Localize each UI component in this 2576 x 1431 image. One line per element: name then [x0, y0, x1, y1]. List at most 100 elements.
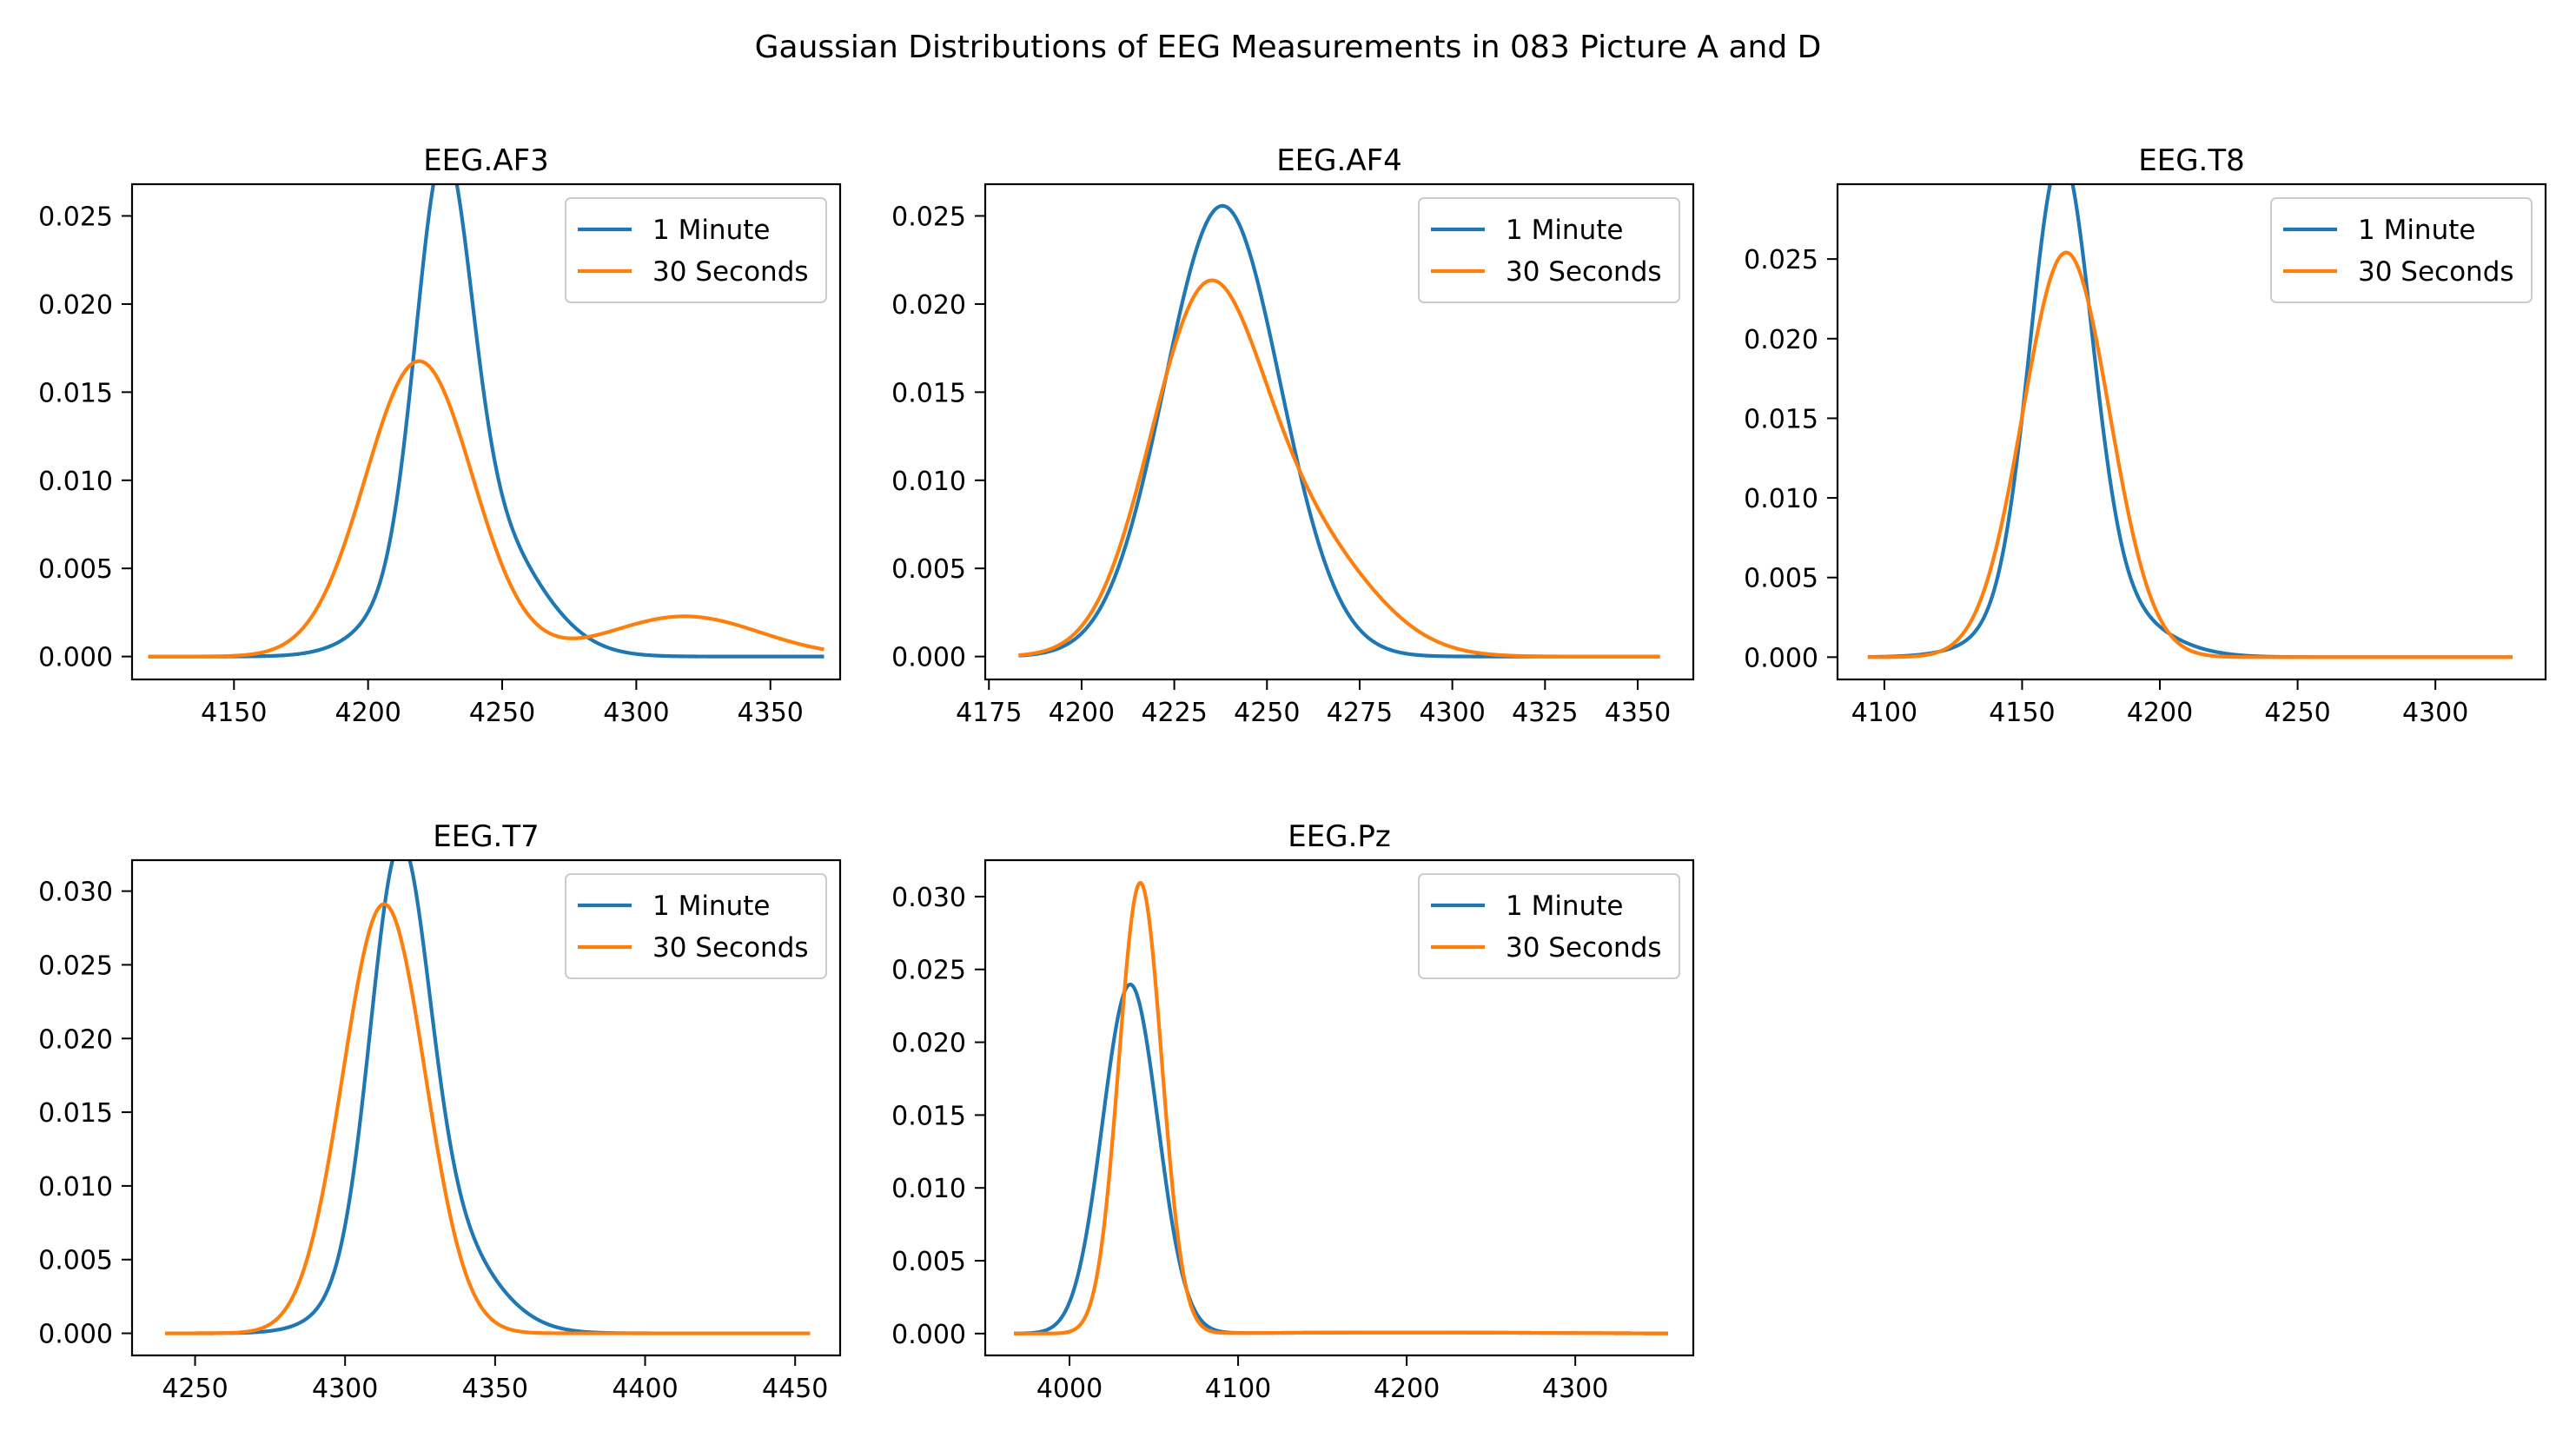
x-tick-label: 4250 [1234, 698, 1300, 728]
series-line-30-seconds [1867, 250, 2513, 659]
legend-label: 30 Seconds [2358, 256, 2514, 288]
x-tick-label: 4300 [603, 698, 669, 728]
y-tick-label: 0.025 [891, 956, 966, 986]
y-tick-label: 0.000 [38, 1320, 113, 1350]
x-tick-label: 4350 [738, 698, 804, 728]
y-tick-label: 0.015 [891, 1101, 966, 1131]
y-tick-label: 0.025 [891, 202, 966, 233]
x-tick-label: 4200 [334, 698, 401, 728]
y-tick-label: 0.030 [891, 883, 966, 913]
y-tick-label: 0.005 [891, 554, 966, 585]
y-tick-label: 0.010 [891, 1174, 966, 1204]
x-tick-label: 4300 [312, 1374, 378, 1404]
subplot-eeg-af3: EEG.AF3 4150 4200 4250 4300 4350 0.000 0.005 0.0… [38, 143, 842, 728]
legend: 1 Minute 30 Seconds [565, 197, 827, 303]
legend-label: 1 Minute [652, 215, 770, 246]
y-tick-label: 0.030 [38, 878, 113, 908]
x-tick-label: 4350 [462, 1374, 528, 1404]
y-tick-label: 0.005 [891, 1247, 966, 1277]
y-tick-label: 0.020 [891, 1029, 966, 1059]
legend-label: 30 Seconds [1506, 256, 1662, 288]
x-tick-label: 4250 [469, 698, 535, 728]
axes-frame [130, 182, 842, 681]
y-tick-label: 0.005 [1744, 564, 1818, 594]
x-tick-label: 4350 [1605, 698, 1671, 728]
x-tick-label: 4225 [1141, 698, 1207, 728]
series-line-30-seconds [1013, 880, 1669, 1335]
y-tick-label: 0.000 [891, 1320, 966, 1350]
x-tick-label: 4300 [1419, 698, 1485, 728]
x-tick-label: 4150 [1989, 698, 2055, 728]
subplot-title: EEG.T7 [433, 819, 540, 854]
y-tick-label: 0.020 [1744, 325, 1818, 355]
x-tick-label: 4250 [162, 1374, 228, 1404]
y-tick-label: 0.015 [1744, 404, 1818, 434]
legend-box [1418, 197, 1680, 303]
x-tick-label: 4000 [1036, 1374, 1103, 1404]
series-line-1-minute [147, 184, 825, 659]
x-tick-label: 4325 [1512, 698, 1578, 728]
subplot-eeg-af4: EEG.AF4 4175 4200 4225 4250 4275 4300 4325 4350 0… [891, 143, 1695, 728]
y-tick-label: 0.025 [38, 202, 113, 233]
axes-frame [983, 182, 1695, 681]
subplot-title: EEG.Pz [1288, 819, 1390, 854]
y-tick-label: 0.005 [38, 554, 113, 585]
x-tick-label: 4100 [1851, 698, 1917, 728]
legend: 1 Minute 30 Seconds [2270, 197, 2533, 303]
axes-frame [130, 858, 842, 1357]
legend: 1 Minute 30 Seconds [1418, 197, 1680, 303]
y-tick-label: 0.020 [891, 290, 966, 321]
y-tick-label: 0.000 [1744, 643, 1818, 673]
y-tick-label: 0.000 [38, 643, 113, 673]
y-tick-label: 0.010 [38, 467, 113, 497]
subplot-eeg-t8: EEG.T8 4100 4150 4200 4250 4300 0.000 0.005 0.01… [1744, 143, 2547, 728]
subplot-title: EEG.AF3 [423, 143, 549, 178]
series-line-30-seconds [1017, 278, 1661, 659]
y-tick-label: 0.015 [38, 378, 113, 408]
y-tick-label: 0.010 [891, 467, 966, 497]
y-tick-label: 0.020 [38, 1024, 113, 1055]
subplot-title: EEG.AF4 [1276, 143, 1402, 178]
y-tick-label: 0.005 [38, 1246, 113, 1276]
x-tick-label: 4200 [1049, 698, 1115, 728]
x-tick-label: 4300 [1542, 1374, 1608, 1404]
legend-label: 1 Minute [1506, 215, 1623, 246]
legend-label: 30 Seconds [652, 932, 809, 964]
legend-label: 1 Minute [1506, 891, 1623, 922]
series-line-30-seconds [147, 359, 825, 659]
axes-frame [983, 858, 1695, 1357]
x-tick-label: 4200 [1374, 1374, 1440, 1404]
subplot-title: EEG.T8 [2138, 143, 2245, 178]
x-tick-label: 4100 [1205, 1374, 1271, 1404]
y-tick-label: 0.010 [38, 1172, 113, 1202]
x-tick-label: 4250 [2264, 698, 2330, 728]
x-tick-label: 4150 [201, 698, 267, 728]
legend-box [1418, 873, 1680, 979]
y-tick-label: 0.015 [891, 378, 966, 408]
figure-title: Gaussian Distributions of EEG Measuremen… [754, 30, 1822, 65]
legend-label: 1 Minute [652, 891, 770, 922]
y-tick-label: 0.015 [38, 1098, 113, 1129]
legend-box [565, 873, 827, 979]
subplot-eeg-t7: EEG.T7 4250 4300 4350 4400 4450 0.000 0.005 0.01… [38, 819, 842, 1404]
x-tick-label: 4400 [612, 1374, 678, 1404]
series-line-30-seconds [164, 902, 811, 1335]
legend: 1 Minute 30 Seconds [565, 873, 827, 979]
subplot-eeg-pz: EEG.Pz 4000 4100 4200 4300 0.000 0.005 0.010 0.0… [891, 819, 1695, 1404]
legend: 1 Minute 30 Seconds [1418, 873, 1680, 979]
y-tick-label: 0.010 [1744, 484, 1818, 514]
y-tick-label: 0.025 [1744, 245, 1818, 275]
legend-box [2270, 197, 2533, 303]
y-tick-label: 0.025 [38, 951, 113, 981]
legend-label: 1 Minute [2358, 215, 2475, 246]
x-tick-label: 4175 [956, 698, 1022, 728]
axes-frame [1836, 182, 2547, 681]
legend-box [565, 197, 827, 303]
y-tick-label: 0.020 [38, 290, 113, 321]
legend-label: 30 Seconds [1506, 932, 1662, 964]
x-tick-label: 4200 [2127, 698, 2193, 728]
y-tick-label: 0.000 [891, 643, 966, 673]
x-tick-label: 4300 [2402, 698, 2468, 728]
legend-label: 30 Seconds [652, 256, 809, 288]
